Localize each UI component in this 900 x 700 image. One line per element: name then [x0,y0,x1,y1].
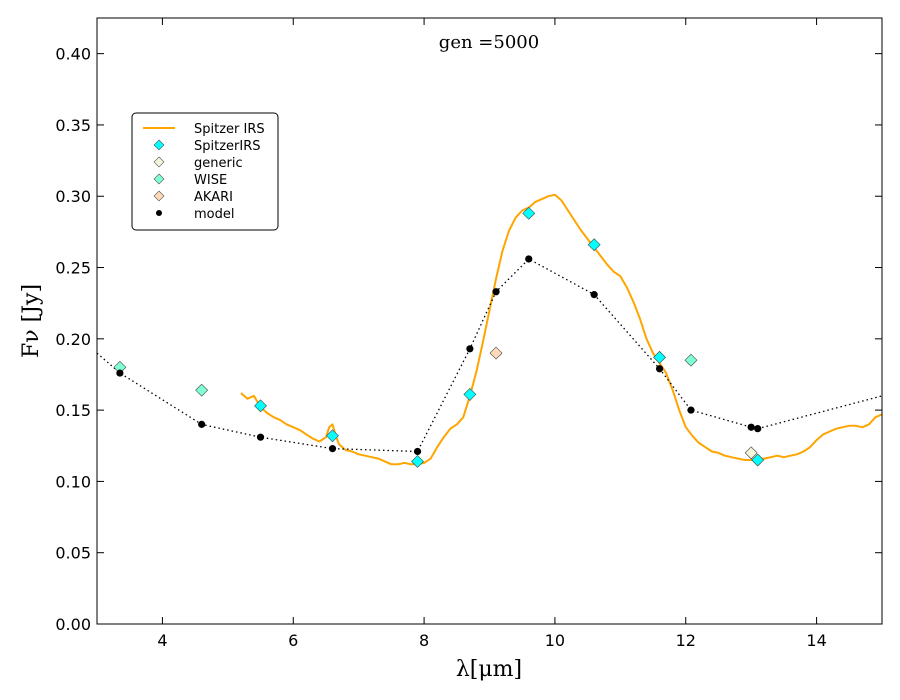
y-tick-label: 0.15 [55,401,91,420]
legend-label-spitzerirs: SpitzerIRS [194,139,261,154]
point-model [747,423,755,431]
y-tick-label: 0.00 [55,615,91,634]
legend-swatch-spitzerirs [153,139,165,151]
point-model [590,291,598,299]
x-axis-label: λ[μm] [456,657,522,682]
y-tick-label: 0.10 [55,472,91,491]
y-tick-label: 0.40 [55,45,91,64]
legend-label-model: model [194,207,234,222]
point-akari [489,346,503,360]
legend-label-spitzer-irs-line: Spitzer IRS [194,122,265,137]
point-model [525,255,533,263]
point-model [655,365,664,373]
y-tick-label: 0.35 [55,116,91,135]
x-tick-label: 12 [676,631,696,650]
legend-label-generic: generic [194,156,243,171]
series-line-spitzer-irs [240,193,882,466]
point-spitzerirs [751,453,765,467]
x-tick-label: 14 [806,631,826,650]
x-tick-label: 4 [157,631,167,650]
x-tick-label: 8 [419,631,429,650]
legend-swatch-akari [153,190,165,202]
point-spitzerirs [326,429,339,443]
point-spitzerirs [463,388,477,401]
point-model [754,425,762,433]
point-spitzerirs [587,238,601,252]
point-model [256,433,265,441]
point-spitzerirs [522,206,536,220]
legend-box [131,112,279,231]
point-generic [744,446,758,460]
point-spitzerirs [653,350,667,364]
legend-label-wise: WISE [194,173,227,188]
point-wise [195,383,209,397]
legend: Spitzer IRS SpitzerIRS generic WISE AKAR… [131,112,279,231]
point-spitzerirs [254,399,267,413]
point-model [198,420,206,428]
point-model [413,447,422,456]
point-model [328,445,337,453]
point-model [116,369,124,377]
y-axis-label: Fν [Jy] [19,284,44,358]
point-wise [684,353,698,367]
x-tick-label: 6 [288,631,298,650]
x-tick-label: 10 [545,631,565,650]
axis-ticks: 4 6 8 10 12 14 0.00 0.05 0.10 0.15 0.20 0.25 0.30 0.3… [55,18,882,650]
y-tick-label: 0.05 [55,544,91,563]
y-tick-label: 0.30 [55,187,91,206]
y-tick-label: 0.20 [55,330,91,349]
y-tick-label: 0.25 [55,259,91,278]
point-model [492,288,500,296]
point-model [466,345,474,353]
point-model [687,406,695,414]
legend-swatch-model [156,210,162,216]
legend-label-akari: AKARI [194,190,233,205]
point-spitzerirs [411,455,424,468]
plot-frame [96,17,883,625]
generation-annotation: gen =5000 [439,32,539,53]
legend-swatch-generic [153,156,165,168]
data-layer [97,193,882,468]
legend-swatch-wise [153,173,165,185]
